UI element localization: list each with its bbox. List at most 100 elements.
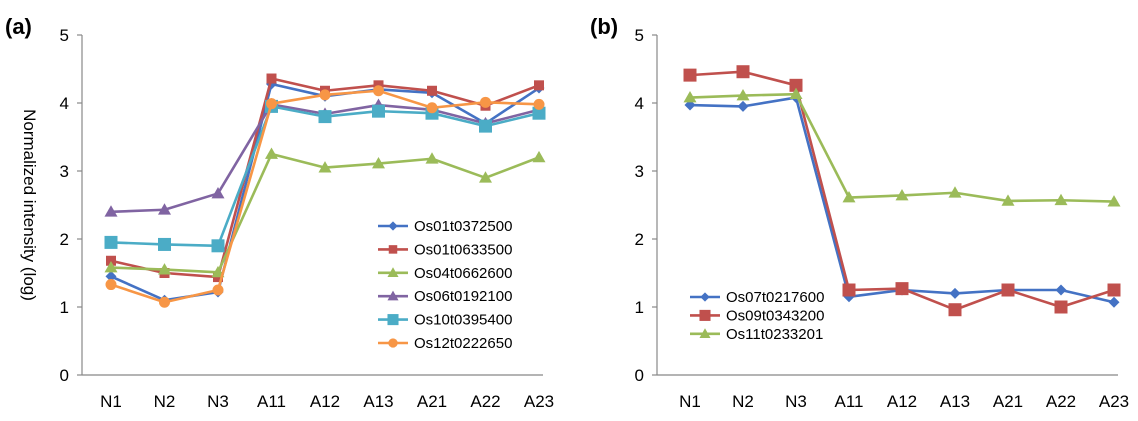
y-tick-label: 4 — [60, 94, 69, 113]
x-tick-label: N3 — [785, 392, 807, 411]
data-point — [1108, 296, 1120, 308]
legend-marker — [699, 309, 711, 321]
y-tick-label: 3 — [60, 162, 69, 181]
data-point — [319, 89, 331, 101]
data-point — [106, 255, 116, 266]
data-point — [104, 261, 118, 273]
x-tick-label: A21 — [993, 392, 1023, 411]
x-tick-label: N1 — [679, 392, 701, 411]
data-point — [105, 270, 117, 282]
data-point — [104, 205, 118, 217]
x-tick-label: N2 — [732, 392, 754, 411]
x-tick-label: A11 — [835, 392, 864, 411]
panel-label: (b) — [590, 14, 618, 39]
data-point — [1054, 193, 1068, 206]
panel-label: (a) — [5, 14, 32, 39]
x-tick-label: N2 — [154, 392, 176, 411]
legend-entry: Os11t0233201 — [726, 326, 823, 343]
data-point — [534, 80, 544, 91]
data-point — [105, 279, 117, 291]
legend-marker — [387, 290, 399, 301]
data-point — [479, 171, 492, 183]
x-tick-label: A23 — [524, 392, 554, 411]
data-point — [266, 98, 277, 110]
data-point — [372, 104, 385, 118]
y-tick-label: 1 — [635, 298, 644, 317]
data-point — [736, 65, 750, 79]
data-point — [532, 106, 546, 120]
data-point — [373, 85, 384, 97]
data-point — [948, 303, 962, 317]
legend-entry: Os10t0395400 — [414, 312, 512, 329]
data-point — [532, 150, 546, 163]
legend: Os01t0372500 Os01t0633500 Os04t0662600 Os06… — [378, 218, 512, 352]
data-point — [265, 147, 278, 159]
x-tick-label: A11 — [257, 392, 286, 411]
data-point — [426, 102, 438, 114]
data-point — [842, 283, 856, 297]
data-point — [948, 186, 962, 198]
series-line — [689, 92, 1115, 203]
data-point — [1107, 195, 1121, 207]
legend-marker — [387, 314, 399, 326]
data-point — [1055, 284, 1067, 296]
x-tick-label: A22 — [470, 392, 500, 411]
data-point — [318, 161, 332, 173]
data-point — [266, 73, 277, 84]
legend-entry: Os09t0343200 — [726, 307, 824, 324]
x-tick-label: A13 — [940, 392, 970, 411]
data-point — [212, 284, 224, 296]
data-point — [789, 87, 803, 100]
data-point — [158, 237, 171, 251]
y-tick-label: 5 — [635, 26, 644, 45]
series-Os11t0233201 — [683, 87, 1121, 207]
y-tick-label: 0 — [635, 366, 644, 385]
data-point — [211, 186, 225, 199]
chart-panel-a: (a) 0 1 2 3 4 5 N1 N2 N3 A11 A12 A13 A21 A22 A23 Normali… — [5, 14, 554, 411]
data-point — [104, 235, 118, 249]
data-point — [1054, 300, 1068, 314]
legend-marker — [387, 267, 399, 277]
legend-entry: Os04t0662600 — [414, 265, 512, 282]
chart-panel-b: (b) 0 1 2 3 4 5 N1 N2 N3 A11 A12 A13 A21 A22 A23 Os07t02… — [590, 14, 1129, 411]
legend-marker — [388, 221, 398, 231]
y-tick-label: 4 — [635, 94, 644, 113]
x-tick-label: N1 — [100, 392, 122, 411]
legend-entry: Os12t0222650 — [414, 335, 512, 352]
data-point — [480, 96, 491, 108]
x-tick-label: A21 — [417, 392, 447, 411]
y-tick-label: 2 — [635, 230, 644, 249]
y-tick-label: 2 — [60, 230, 69, 249]
series-Os04t0662600 — [104, 147, 546, 278]
legend-entry: Os07t0217600 — [726, 289, 824, 306]
legend-marker — [388, 338, 398, 348]
y-tick-label: 3 — [635, 162, 644, 181]
data-point — [318, 110, 332, 124]
data-point — [683, 68, 697, 82]
data-point — [159, 296, 170, 308]
y-tick-label: 5 — [60, 26, 69, 45]
data-point — [479, 119, 492, 133]
y-tick-label: 0 — [60, 366, 69, 385]
x-tick-label: A12 — [310, 392, 340, 411]
data-point — [158, 203, 171, 215]
legend-entry: Os06t0192100 — [414, 288, 512, 305]
data-point — [425, 152, 439, 164]
legend-marker — [700, 292, 710, 302]
data-point — [789, 78, 803, 92]
data-point — [211, 239, 225, 253]
data-point — [427, 85, 437, 96]
series-Os12t0222650 — [105, 85, 545, 308]
x-tick-label: A22 — [1046, 392, 1076, 411]
data-point — [1107, 283, 1121, 297]
x-tick-label: A13 — [363, 392, 393, 411]
data-point — [895, 188, 909, 201]
data-point — [1001, 283, 1015, 297]
series-Os09t0343200 — [683, 65, 1121, 317]
data-point — [842, 191, 856, 203]
data-point — [737, 100, 749, 112]
data-point — [158, 263, 171, 275]
data-point — [1001, 194, 1015, 206]
legend-marker — [388, 245, 398, 254]
